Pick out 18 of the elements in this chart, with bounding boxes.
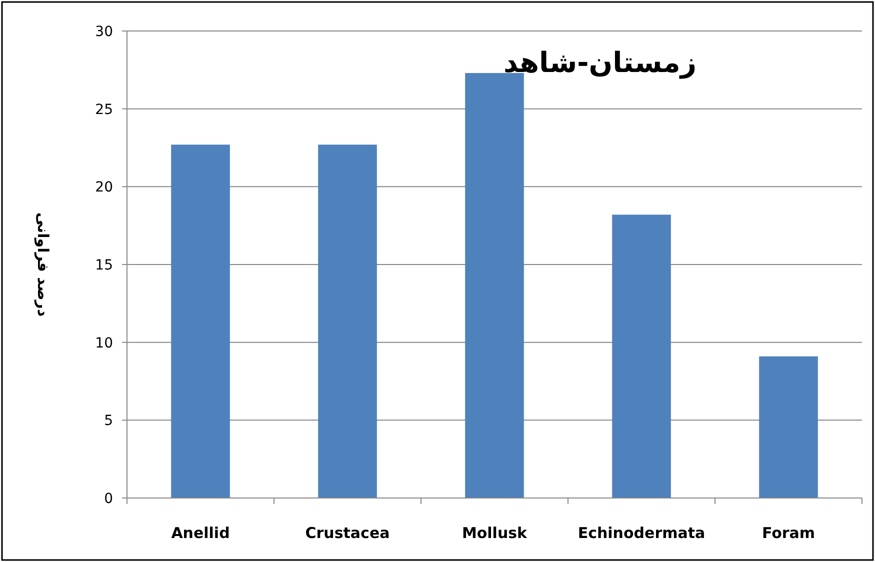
y-tick-label: 30 bbox=[95, 24, 113, 40]
y-axis-title: درصد فراوانی bbox=[34, 212, 52, 317]
y-tick-label: 5 bbox=[104, 413, 113, 430]
x-tick-label: Foram bbox=[762, 524, 816, 542]
y-tick-label: 25 bbox=[95, 102, 113, 118]
bar bbox=[171, 144, 230, 498]
x-tick-label: Anellid bbox=[171, 524, 230, 542]
x-tick-label: Mollusk bbox=[462, 524, 528, 542]
bar bbox=[612, 214, 671, 498]
x-tick-label: Echinodermata bbox=[578, 524, 706, 542]
bar bbox=[318, 144, 377, 498]
bar bbox=[759, 356, 818, 498]
y-tick-label: 15 bbox=[95, 258, 113, 274]
text: زمستان-شاهد bbox=[503, 46, 697, 79]
y-tick-label: 20 bbox=[95, 180, 113, 196]
y-tick-label: 10 bbox=[95, 335, 113, 352]
y-tick-label: 0 bbox=[104, 491, 113, 507]
x-tick-label: Crustacea bbox=[305, 524, 390, 542]
